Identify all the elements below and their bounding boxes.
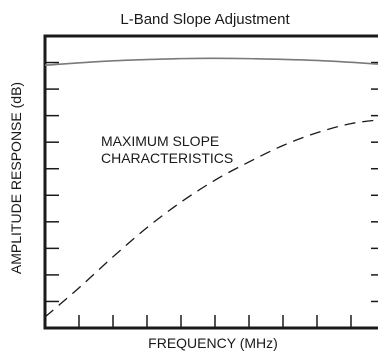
flat-response-curve (44, 57, 378, 66)
series-group (44, 57, 378, 318)
annotation-line-1: MAXIMUM SLOPE (101, 133, 219, 149)
dashed-slope-curve (44, 119, 378, 318)
chart-title: L-Band Slope Adjustment (120, 11, 290, 28)
plot-frame (43, 34, 378, 330)
tick-marks (45, 61, 378, 328)
x-axis-label: FREQUENCY (MHz) (148, 335, 278, 351)
annotation-line-2: CHARACTERISTICS (101, 150, 233, 166)
y-axis-label: AMPLITUDE RESPONSE (dB) (8, 82, 24, 274)
